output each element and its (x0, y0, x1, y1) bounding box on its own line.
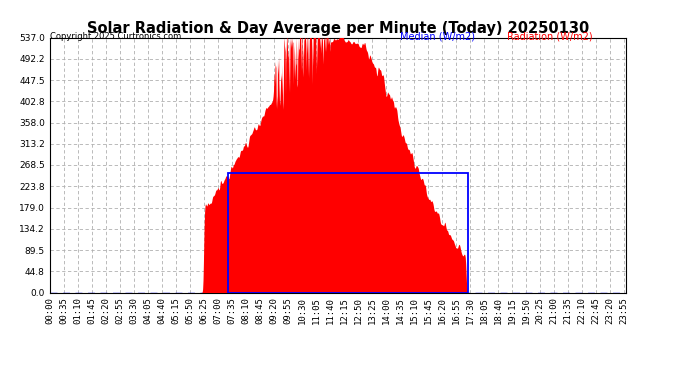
Text: Median (W/m2): Median (W/m2) (400, 32, 475, 41)
Text: Radiation (W/m2): Radiation (W/m2) (507, 32, 593, 41)
Text: Copyright 2025 Curtronics.com: Copyright 2025 Curtronics.com (50, 32, 181, 41)
Title: Solar Radiation & Day Average per Minute (Today) 20250130: Solar Radiation & Day Average per Minute… (87, 21, 589, 36)
Bar (228, 173, 468, 292)
